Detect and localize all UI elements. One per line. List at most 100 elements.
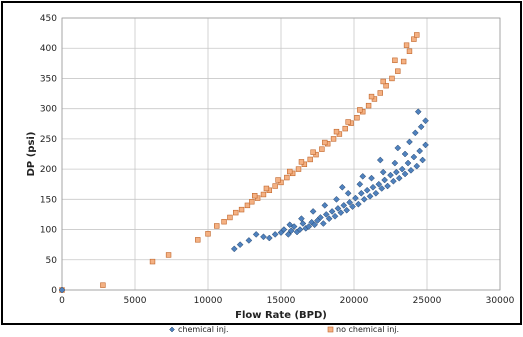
data-point-chemical (260, 233, 267, 241)
data-point-chemical (368, 174, 375, 182)
data-point-chemical (401, 150, 409, 158)
data-point-no-chemical (272, 183, 278, 189)
data-point-chemical (375, 180, 383, 188)
x-axis-title: Flow Rate (BPD) (235, 310, 327, 321)
data-point-chemical (296, 226, 304, 233)
y-tick-label: 450 (40, 14, 57, 24)
data-point-chemical (413, 162, 421, 170)
data-point-chemical (331, 212, 339, 220)
data-point-chemical (378, 185, 386, 192)
data-point-chemical (387, 171, 394, 179)
data-point-chemical (363, 186, 371, 194)
plot-area (61, 17, 501, 291)
data-point-chemical (394, 144, 402, 152)
data-point-chemical (404, 159, 412, 167)
data-point-no-chemical (411, 36, 417, 42)
data-point-chemical (305, 223, 313, 230)
data-point-chemical (349, 203, 356, 210)
legend-marker-chemical (169, 326, 175, 333)
data-point-chemical (311, 221, 318, 229)
x-axis-ticks: 0 5000 10000 15000 20000 25000 30000 (59, 296, 514, 306)
data-point-chemical (334, 205, 342, 212)
data-point-chemical (401, 170, 409, 178)
data-point-no-chemical (214, 223, 220, 229)
data-points (58, 32, 429, 294)
data-point-chemical (379, 168, 387, 176)
data-point-chemical (381, 176, 389, 184)
data-point-chemical (359, 173, 367, 180)
data-point-no-chemical (252, 193, 258, 199)
data-point-no-chemical (227, 214, 233, 221)
data-point-no-chemical (149, 258, 156, 265)
data-point-no-chemical (368, 93, 375, 100)
data-point-no-chemical (333, 128, 340, 135)
data-point-no-chemical (319, 146, 325, 152)
data-point-no-chemical (357, 107, 363, 113)
data-point-chemical (352, 194, 359, 202)
legend: chemical inj. no chemical inj. (169, 325, 399, 334)
data-point-no-chemical (284, 174, 290, 181)
y-tick-label: 200 (40, 165, 57, 175)
y-tick-label: 250 (40, 135, 57, 145)
data-point-chemical (328, 208, 336, 215)
y-tick-label: 400 (40, 44, 57, 54)
data-point-no-chemical (310, 149, 316, 155)
data-point-chemical (280, 226, 288, 233)
data-point-chemical (58, 286, 66, 294)
data-point-chemical (284, 231, 292, 238)
series-no-chemical-inj (59, 32, 420, 293)
y-tick-label: 100 (40, 226, 57, 236)
data-point-no-chemical (298, 159, 305, 165)
data-point-chemical (325, 215, 333, 223)
data-point-chemical (340, 202, 348, 209)
data-point-no-chemical (100, 282, 106, 288)
data-point-no-chemical (403, 42, 410, 48)
data-point-no-chemical (365, 102, 372, 109)
data-point-chemical (414, 108, 422, 116)
y-tick-label: 0 (51, 286, 57, 296)
legend-marker-no-chemical (327, 326, 334, 333)
data-point-no-chemical (295, 166, 302, 172)
data-point-chemical (287, 227, 295, 235)
data-point-chemical (265, 234, 273, 242)
data-point-chemical (321, 202, 329, 209)
data-point-chemical (390, 177, 397, 185)
data-point-chemical (416, 147, 424, 155)
data-point-no-chemical (400, 58, 407, 65)
y-tick-label: 350 (40, 74, 57, 84)
y-tick-label: 300 (40, 105, 57, 115)
data-point-chemical (384, 182, 391, 190)
x-tick-label: 25000 (413, 296, 442, 306)
data-point-chemical (299, 220, 307, 227)
y-axis-title: DP (psi) (26, 132, 37, 177)
grid-lines (61, 17, 501, 291)
data-point-no-chemical (330, 136, 337, 142)
data-point-chemical (322, 211, 330, 218)
data-point-no-chemical (195, 237, 201, 243)
data-point-no-chemical (221, 218, 227, 225)
data-point-chemical (419, 156, 426, 164)
data-point-no-chemical (307, 156, 313, 163)
data-point-chemical (343, 206, 351, 214)
chart-frame (1, 1, 522, 325)
data-point-chemical (338, 183, 346, 191)
x-tick-label: 20000 (340, 296, 369, 306)
data-point-chemical (298, 215, 305, 223)
data-point-chemical (356, 180, 364, 188)
data-point-chemical (236, 241, 244, 249)
x-tick-label: 15000 (267, 296, 296, 306)
data-point-chemical (411, 129, 419, 137)
data-point-chemical (286, 221, 294, 229)
data-point-chemical (319, 220, 327, 227)
data-point-chemical (395, 174, 403, 182)
data-point-no-chemical (406, 48, 413, 54)
data-point-chemical (406, 138, 413, 146)
data-point-no-chemical (389, 75, 395, 82)
data-point-chemical (346, 199, 353, 206)
data-point-no-chemical (233, 209, 239, 216)
data-point-chemical (271, 231, 279, 238)
x-tick-label: 30000 (486, 296, 515, 306)
data-point-chemical (391, 159, 399, 167)
data-point-no-chemical (287, 168, 293, 175)
